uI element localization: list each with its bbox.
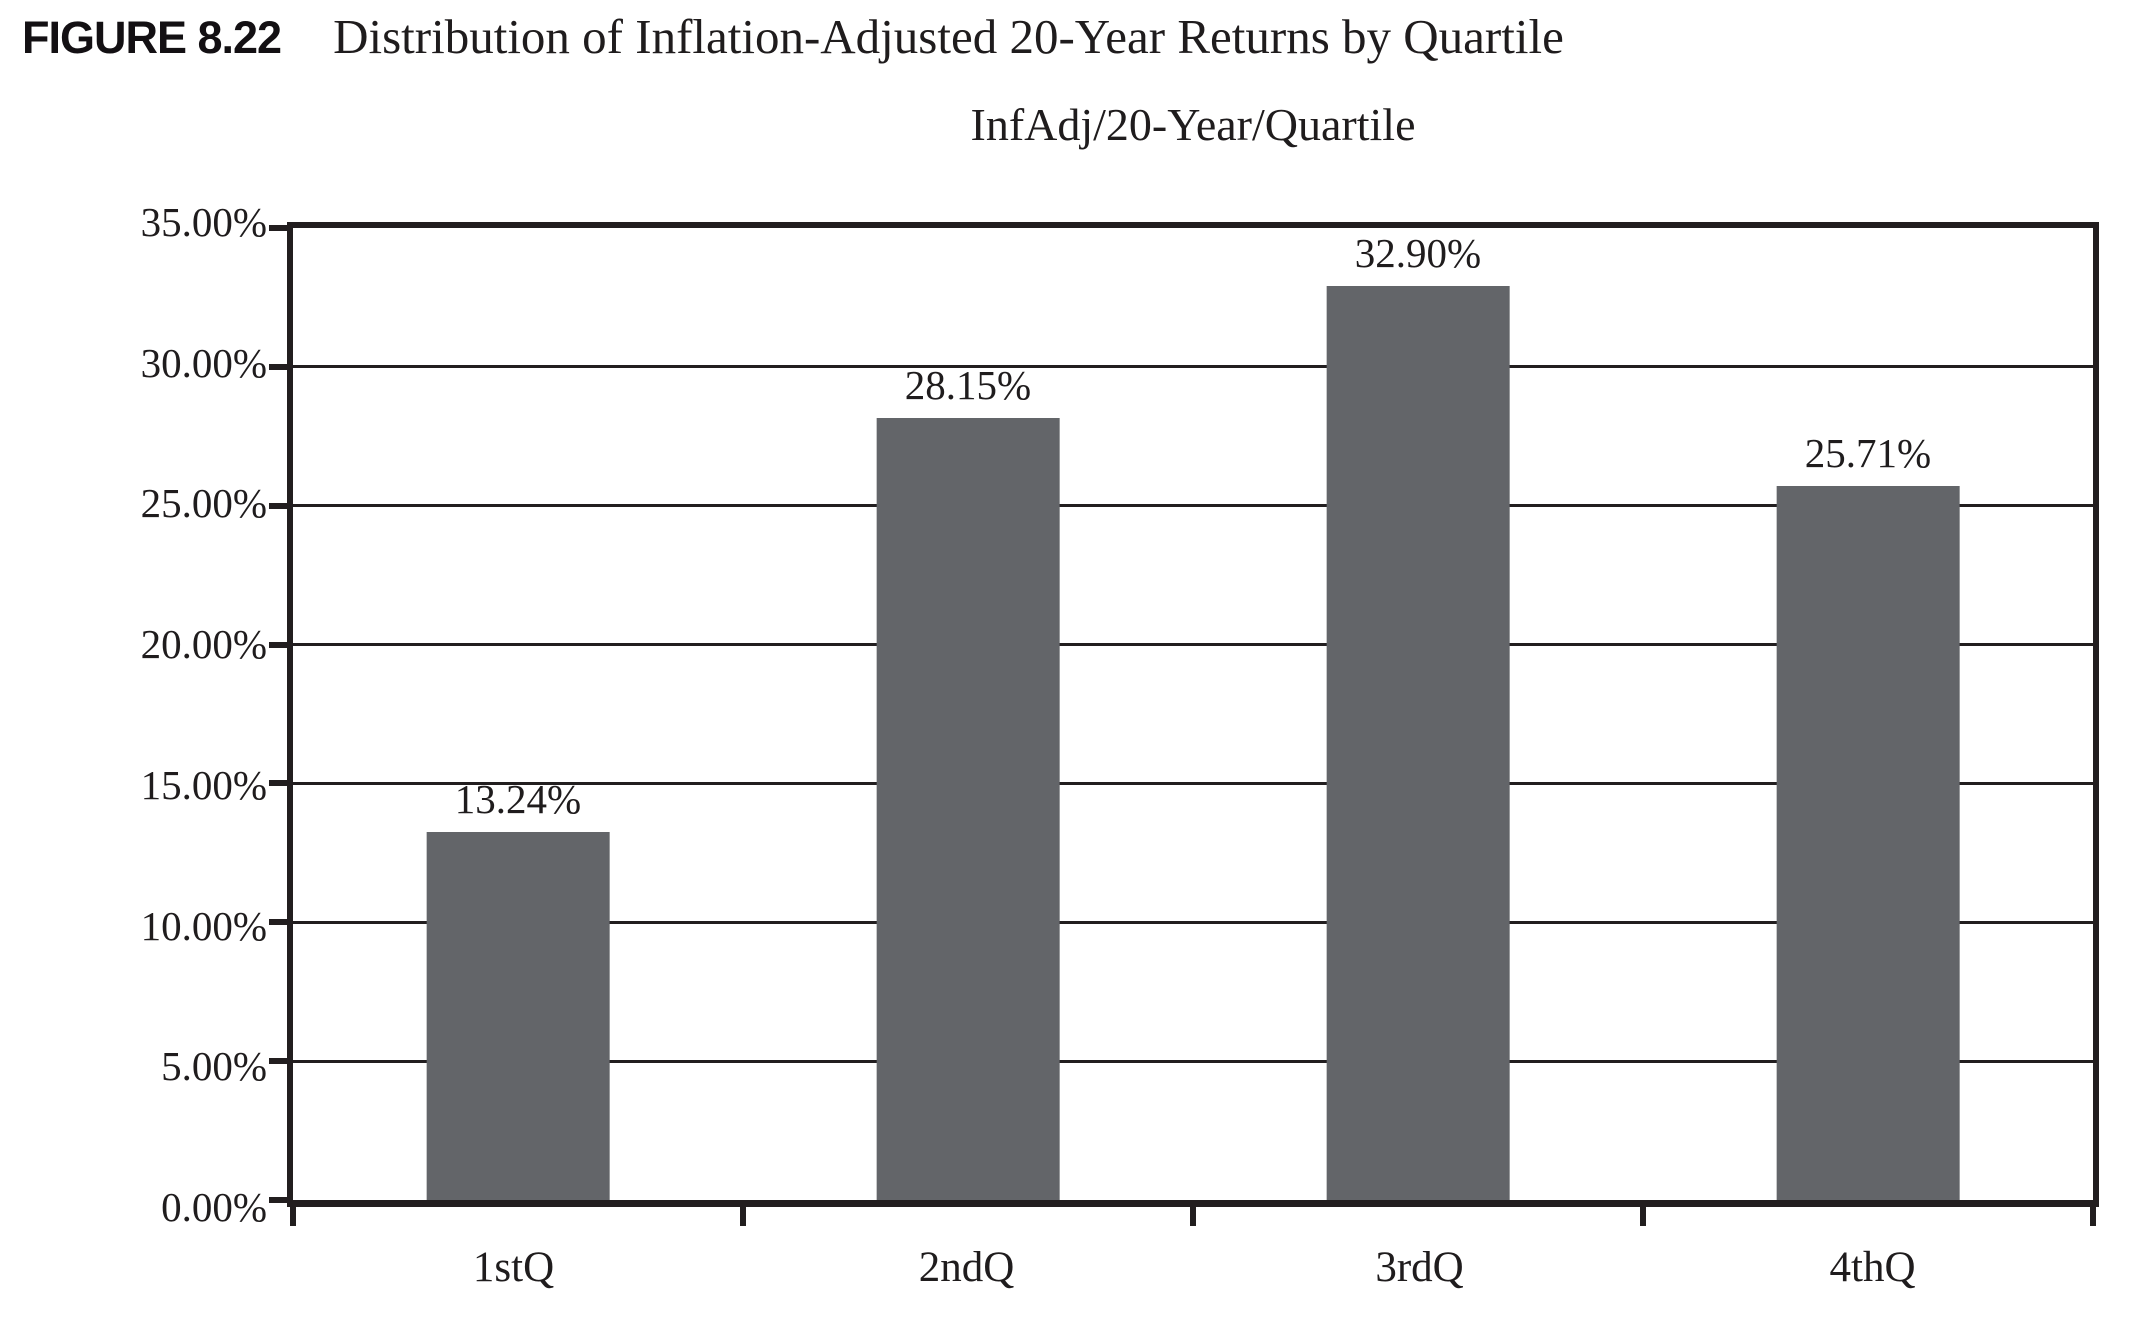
x-axis-tick bbox=[290, 1207, 296, 1226]
bar-value-label: 13.24% bbox=[454, 776, 582, 823]
y-axis-tick-label: 30.00% bbox=[140, 339, 267, 386]
chart-title: InfAdj/20-Year/Quartile bbox=[970, 99, 1416, 150]
gridline bbox=[293, 920, 2093, 924]
x-axis-tick bbox=[740, 1207, 746, 1226]
bar bbox=[1776, 486, 1960, 1200]
y-axis-tick-label: 5.00% bbox=[161, 1043, 267, 1090]
bar-value-label: 25.71% bbox=[1804, 430, 1932, 476]
bar bbox=[1326, 286, 1510, 1200]
y-axis-labels: 35.00% 30.00% 25.00% 20.00% 15.00% 10.00% 5.00… bbox=[0, 199, 267, 1230]
y-axis-tick-label: 10.00% bbox=[140, 902, 267, 949]
figure-caption: Distribution of Inflation-Adjusted 20-Ye… bbox=[333, 9, 1564, 64]
bar-value-label: 32.90% bbox=[1354, 230, 1482, 277]
x-axis-labels: 1stQ 2ndQ 3rdQ 4thQ bbox=[287, 1243, 2099, 1318]
x-axis-tick bbox=[2090, 1207, 2096, 1226]
x-axis-tick bbox=[1640, 1207, 1646, 1226]
figure-label: FIGURE 8.22 bbox=[22, 12, 282, 63]
gridline bbox=[293, 1059, 2093, 1063]
y-axis-tick bbox=[269, 780, 287, 787]
gridline bbox=[293, 504, 2093, 508]
y-axis-tick bbox=[269, 641, 287, 648]
y-axis-tick bbox=[269, 1197, 287, 1203]
figure-header: FIGURE 8.22 Distribution of Inflation-Adj… bbox=[22, 8, 2132, 65]
x-axis-tick-label: 3rdQ bbox=[1375, 1244, 1464, 1291]
gridline bbox=[293, 781, 2093, 785]
y-axis-tick-label: 15.00% bbox=[140, 761, 267, 808]
bar-value-label: 28.15% bbox=[904, 362, 1032, 409]
plot-area: 13.24% 28.15% 32.90% 25.71% bbox=[269, 222, 2099, 1226]
x-axis-tick-label: 2ndQ bbox=[918, 1244, 1015, 1291]
x-axis-tick-label: 4thQ bbox=[1829, 1244, 1916, 1291]
y-axis-tick-label: 25.00% bbox=[140, 480, 267, 527]
y-axis-tick-label: 35.00% bbox=[140, 199, 267, 245]
gridline bbox=[293, 643, 2093, 647]
x-axis-tick bbox=[1190, 1207, 1196, 1226]
y-axis-tick bbox=[269, 225, 287, 231]
gridline bbox=[293, 365, 2093, 369]
bar bbox=[426, 832, 610, 1200]
y-axis-tick bbox=[269, 502, 287, 509]
y-axis-tick bbox=[269, 1058, 287, 1065]
y-axis-tick bbox=[269, 363, 287, 370]
y-axis-tick bbox=[269, 919, 287, 926]
bar bbox=[876, 418, 1060, 1200]
y-axis-tick-label: 20.00% bbox=[140, 621, 267, 668]
x-axis-tick-label: 1stQ bbox=[472, 1244, 555, 1291]
y-axis-tick-label: 0.00% bbox=[161, 1184, 267, 1230]
